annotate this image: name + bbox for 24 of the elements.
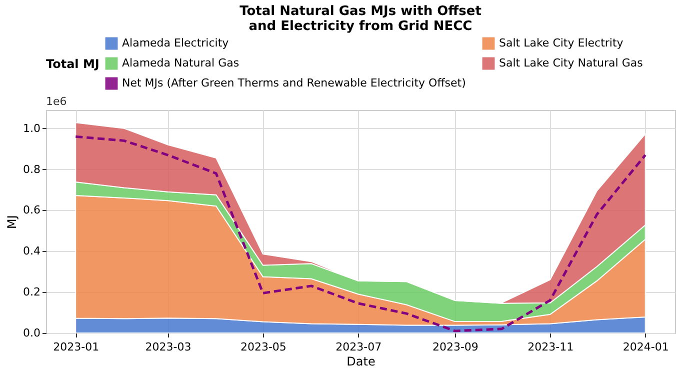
y-tick-label: 0.6: [23, 204, 40, 217]
chart-title: Total Natural Gas MJs with Offset and Electricity from Grid NECC: [240, 4, 482, 34]
legend-label: Alameda Electricity: [122, 36, 230, 50]
y-tick-label: 0.0: [23, 326, 40, 340]
x-tick-label: 2023-01: [53, 340, 100, 354]
x-tick-label: 2023-11: [528, 340, 574, 354]
legend-label: Net MJs (After Green Therms and Renewable Electricity Offset): [122, 76, 466, 90]
legend-label: Alameda Natural Gas: [122, 56, 240, 70]
y-tick-label: 0.4: [23, 244, 40, 258]
legend-title: Total MJ: [46, 57, 100, 71]
x-tick-label: 2023-03: [145, 340, 192, 354]
x-axis-title: Date: [346, 354, 376, 368]
line-series: [74, 135, 647, 332]
x-tick-label: 2023-09: [432, 340, 478, 354]
x-tick-label: 2023-07: [336, 340, 382, 354]
y-axis-title: MJ: [5, 215, 20, 229]
x-tick-label: 2023-05: [240, 340, 286, 354]
text: 1e6: [46, 95, 67, 108]
y-tick-label: 0.2: [23, 286, 40, 299]
y-tick-label: 1.0: [23, 122, 40, 135]
y-tick-label: 0.8: [23, 162, 40, 176]
legend-label: Salt Lake City Natural Gas: [499, 56, 644, 70]
x-tick-label: 2024-01: [622, 340, 669, 354]
legend-label: Salt Lake City Electrity: [499, 36, 624, 50]
